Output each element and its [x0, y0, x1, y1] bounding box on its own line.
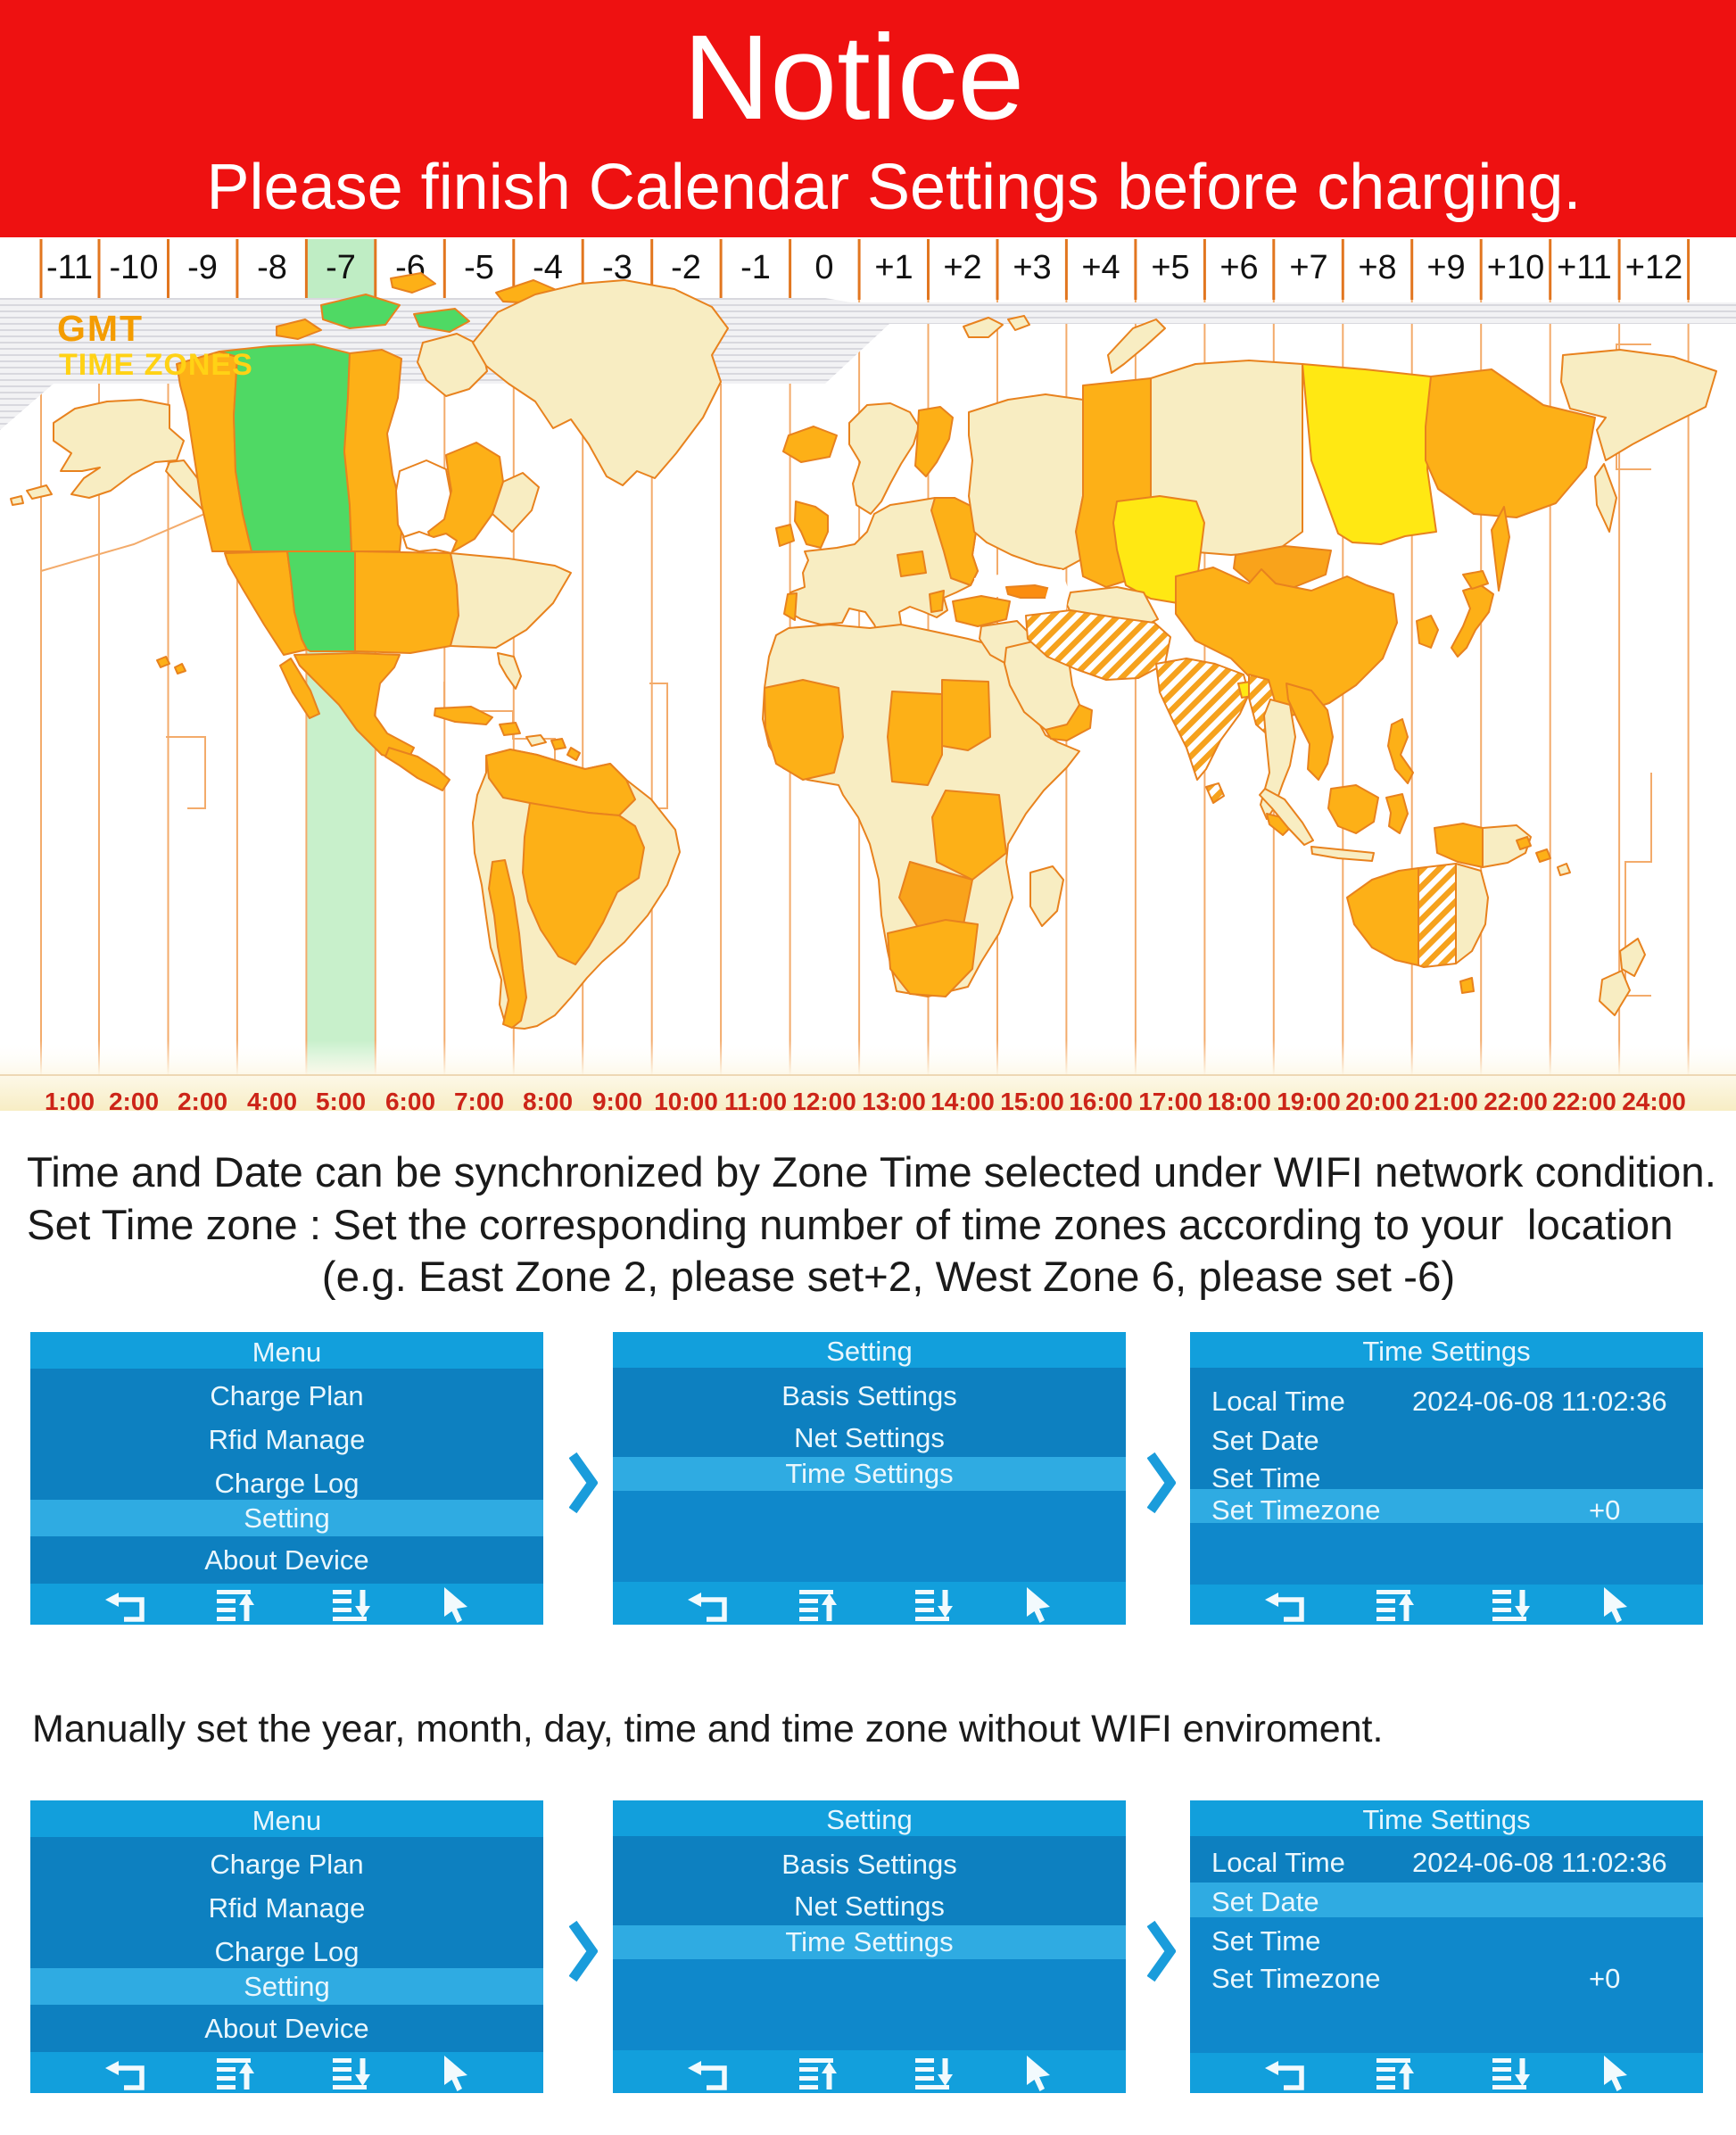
svg-text:+1: +1 — [874, 249, 913, 286]
svg-text:24:00: 24:00 — [1622, 1088, 1686, 1111]
svg-text:15:00: 15:00 — [1000, 1088, 1064, 1111]
svg-text:8:00: 8:00 — [523, 1088, 573, 1111]
svg-text:-4: -4 — [533, 249, 563, 286]
svg-text:-2: -2 — [671, 249, 701, 286]
svg-text:+9: +9 — [1426, 249, 1465, 286]
svg-text:11:00: 11:00 — [724, 1088, 787, 1111]
svg-text:10:00: 10:00 — [654, 1088, 718, 1111]
svg-text:0: 0 — [814, 249, 833, 286]
svg-text:1:00: 1:00 — [45, 1088, 95, 1111]
svg-text:22:00: 22:00 — [1552, 1088, 1616, 1111]
svg-text:17:00: 17:00 — [1138, 1088, 1203, 1111]
svg-text:+2: +2 — [943, 249, 981, 286]
svg-text:GMT: GMT — [57, 308, 144, 349]
svg-text:-7: -7 — [326, 249, 356, 286]
svg-text:+6: +6 — [1219, 249, 1258, 286]
svg-text:9:00: 9:00 — [592, 1088, 642, 1111]
svg-text:-8: -8 — [257, 249, 287, 286]
svg-text:5:00: 5:00 — [316, 1088, 366, 1111]
svg-text:-11: -11 — [46, 249, 93, 286]
svg-text:TIME ZONES: TIME ZONES — [59, 348, 253, 382]
svg-text:20:00: 20:00 — [1345, 1088, 1409, 1111]
svg-text:-9: -9 — [187, 249, 218, 286]
svg-text:7:00: 7:00 — [454, 1088, 504, 1111]
svg-text:+4: +4 — [1081, 249, 1120, 286]
svg-text:+10: +10 — [1487, 249, 1544, 286]
svg-text:-10: -10 — [110, 249, 159, 286]
svg-text:6:00: 6:00 — [385, 1088, 435, 1111]
svg-text:22:00: 22:00 — [1484, 1088, 1548, 1111]
svg-text:12:00: 12:00 — [792, 1088, 856, 1111]
svg-text:2:00: 2:00 — [109, 1088, 159, 1111]
svg-text:19:00: 19:00 — [1277, 1088, 1341, 1111]
svg-text:4:00: 4:00 — [247, 1088, 297, 1111]
svg-text:13:00: 13:00 — [862, 1088, 926, 1111]
svg-text:21:00: 21:00 — [1414, 1088, 1478, 1111]
svg-text:-5: -5 — [464, 249, 494, 286]
svg-text:2:00: 2:00 — [178, 1088, 227, 1111]
svg-text:+12: +12 — [1625, 249, 1682, 286]
svg-text:+5: +5 — [1151, 249, 1189, 286]
svg-text:+7: +7 — [1289, 249, 1327, 286]
svg-text:+11: +11 — [1557, 249, 1612, 286]
svg-text:18:00: 18:00 — [1207, 1088, 1271, 1111]
svg-text:+3: +3 — [1013, 249, 1051, 286]
svg-text:-1: -1 — [740, 249, 771, 286]
svg-text:14:00: 14:00 — [930, 1088, 995, 1111]
svg-text:+8: +8 — [1358, 249, 1396, 286]
svg-text:16:00: 16:00 — [1069, 1088, 1133, 1111]
